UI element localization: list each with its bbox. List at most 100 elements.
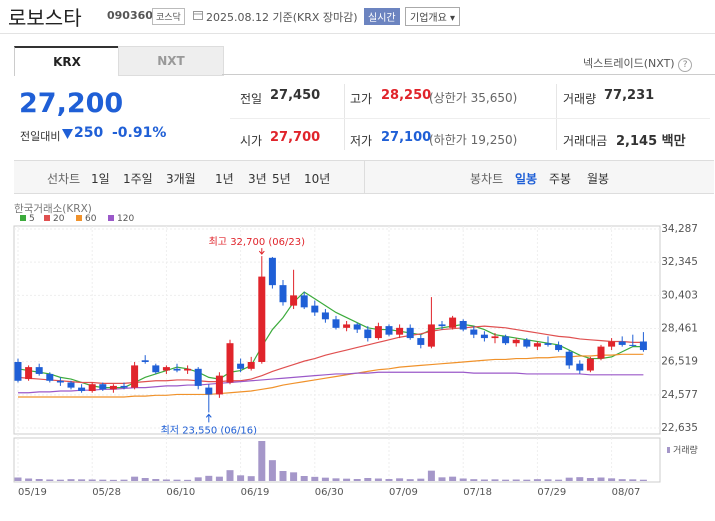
- stat-extra: (하한가 19,250): [429, 133, 518, 147]
- candle-option[interactable]: 주봉: [549, 172, 572, 186]
- period-option[interactable]: 5년: [272, 172, 291, 186]
- volume-bar: [555, 479, 563, 481]
- y-tick-label: 24,577: [661, 389, 698, 401]
- candle-body: [523, 339, 531, 347]
- candle-body: [406, 327, 414, 339]
- candle-body: [470, 329, 478, 335]
- candle-body: [88, 384, 96, 392]
- volume-bar: [608, 478, 616, 481]
- period-option[interactable]: 1주일: [123, 172, 153, 186]
- stat-extra: (상한가 35,650): [429, 91, 518, 105]
- candle-body: [544, 343, 552, 345]
- volume-bar: [544, 479, 552, 481]
- candle-body: [152, 365, 160, 373]
- stat-label: 저가: [350, 134, 373, 148]
- line-chart-label: 선차트: [47, 172, 81, 186]
- period-option[interactable]: 3개월: [166, 172, 196, 186]
- candle-body: [459, 321, 467, 330]
- candle-body: [353, 324, 361, 330]
- candle-body: [173, 368, 181, 371]
- stat-label: 거래대금: [563, 134, 608, 148]
- candle-body: [639, 341, 647, 351]
- candle-body: [205, 387, 213, 395]
- volume-bar: [25, 478, 33, 481]
- x-tick-label: 07/29: [537, 487, 566, 498]
- stat-value: 2,145 백만: [616, 134, 686, 149]
- nxt-tab[interactable]: NXT: [118, 46, 224, 76]
- nxt-link[interactable]: 넥스트레이드(NXT) ?: [583, 55, 693, 72]
- candle-option[interactable]: 일봉: [515, 172, 538, 186]
- candle-body: [162, 367, 170, 371]
- volume-bar: [427, 470, 435, 481]
- volume-bar: [353, 479, 361, 481]
- period-option[interactable]: 1일: [91, 172, 110, 186]
- x-tick-label: 05/19: [18, 487, 47, 498]
- volume-bar: [523, 479, 531, 481]
- candle-body: [396, 327, 404, 335]
- period-option[interactable]: 1년: [215, 172, 234, 186]
- period-option[interactable]: 10년: [304, 172, 331, 186]
- tab-line: [222, 74, 715, 75]
- stat-row-sep: [230, 118, 710, 119]
- stat-value: 28,250: [381, 88, 432, 103]
- candle-body: [226, 343, 234, 383]
- candle-body: [629, 344, 637, 346]
- current-price: 27,200: [19, 88, 124, 119]
- stat-label: 고가: [350, 92, 373, 106]
- volume-bar: [67, 479, 75, 481]
- base-date: 2025.08.12 기준(KRX 장마감): [206, 11, 358, 24]
- volume-bar: [14, 477, 22, 481]
- candle-body: [78, 387, 86, 392]
- volume-bar: [449, 476, 457, 481]
- candle-option[interactable]: 월봉: [587, 172, 610, 186]
- x-tick-label: 06/10: [166, 487, 195, 498]
- bar-sep: [364, 161, 365, 193]
- candle-body: [565, 351, 573, 366]
- volume-bar: [120, 479, 128, 481]
- candle-body: [597, 346, 605, 359]
- candle-body: [417, 338, 425, 345]
- y-tick-label: 26,519: [661, 356, 698, 368]
- volume-bar: [459, 478, 467, 481]
- candle-body: [321, 312, 329, 320]
- candle-body: [576, 363, 584, 371]
- volume-bar: [237, 475, 245, 481]
- volume-bar: [321, 477, 329, 481]
- calendar-icon: [193, 11, 203, 20]
- market-badge: 코스닥: [152, 8, 185, 25]
- volume-bar: [470, 479, 478, 481]
- volume-bar: [597, 477, 605, 481]
- change-label: 전일대비: [20, 130, 61, 143]
- candle-body: [109, 385, 117, 390]
- volume-legend: 거래량: [673, 444, 698, 456]
- stat-label: 거래량: [563, 92, 597, 106]
- volume-bar: [56, 479, 64, 481]
- stock-code: 090360: [107, 9, 153, 22]
- candle-body: [99, 384, 107, 390]
- chart: 한국거래소(KRX) 34,287 32,345 30,403 28,461 26,51…: [13, 203, 698, 498]
- krx-tab[interactable]: KRX: [14, 46, 120, 76]
- legend-label: 120: [117, 214, 134, 224]
- volume-bar: [88, 479, 96, 481]
- volume-bar: [141, 478, 149, 481]
- candle-body: [184, 368, 192, 371]
- x-tick-label: 07/09: [389, 487, 418, 498]
- company-label: 기업개요: [410, 13, 447, 24]
- legend-label: 5: [29, 214, 35, 224]
- candle-body: [385, 326, 393, 335]
- candle-body: [586, 358, 594, 371]
- stat-value: 77,231: [604, 88, 655, 103]
- stat-sep: [344, 84, 345, 150]
- realtime-button[interactable]: 실시간: [364, 8, 400, 25]
- candle-body: [141, 360, 149, 362]
- period-option[interactable]: 3년: [248, 172, 267, 186]
- company-dropdown[interactable]: 기업개요 ▾: [405, 7, 461, 26]
- candle-body: [438, 324, 446, 327]
- y-tick-label: 30,403: [661, 289, 698, 301]
- volume-bar: [152, 479, 160, 481]
- volume-bar: [300, 476, 308, 481]
- volume-legend-swatch: [667, 447, 670, 453]
- chart-subtitle: 한국거래소(KRX): [14, 203, 92, 215]
- volume-bar: [311, 476, 319, 481]
- x-tick-label: 06/19: [241, 487, 270, 498]
